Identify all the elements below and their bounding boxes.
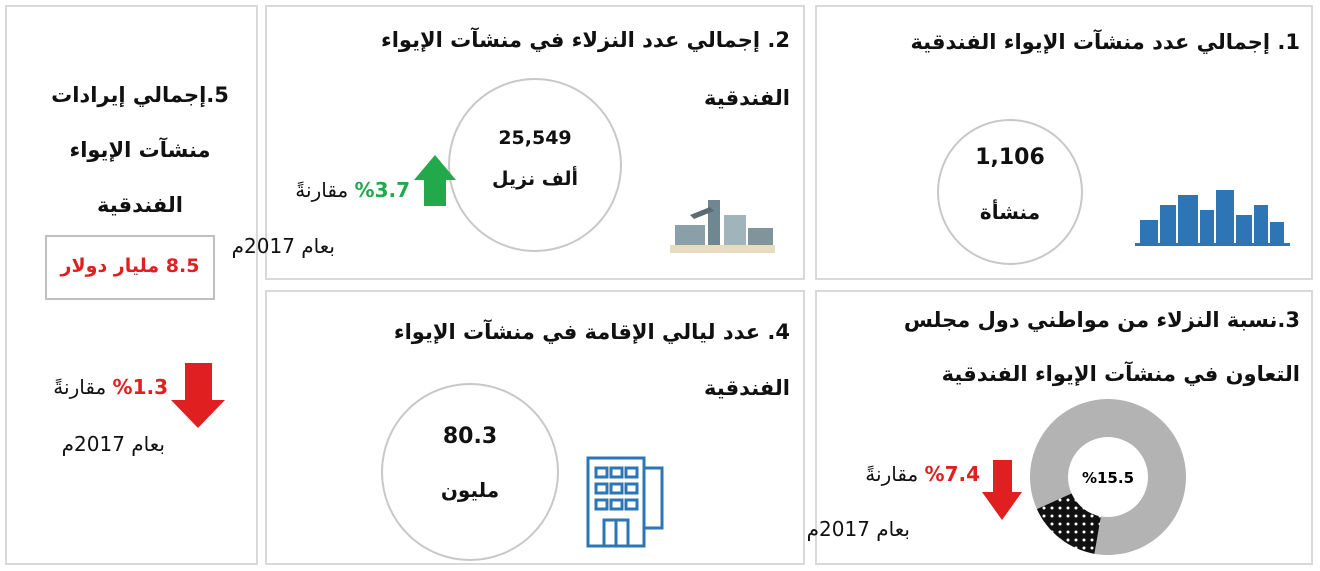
panel-title: التعاون في منشآت الإيواء الفندقية	[942, 362, 1300, 386]
change: %1.3	[113, 375, 168, 399]
value: 25,549	[498, 127, 571, 149]
page: {"panel1": {"title": "1. إجمالي عدد منشآ…	[0, 0, 1320, 571]
year: بعام 2017م	[232, 234, 335, 258]
year: بعام 2017م	[62, 432, 165, 456]
panel-title: 2. إجمالي عدد النزلاء في منشآت الإيواء	[381, 28, 790, 52]
body: %15.5 1. إجمالي عدد منشآت الإيواء الفندق…	[0, 0, 1320, 571]
comparison-line: %3.7 مقارنةً	[295, 178, 410, 202]
comparison: مقارنةً	[53, 375, 106, 399]
comparison-line: %7.4 مقارنةً	[865, 462, 980, 486]
panel-title: 4. عدد ليالي الإقامة في منشآت الإيواء	[394, 320, 790, 344]
panel-title: منشآت الإيواء	[69, 138, 210, 162]
change: %3.7	[355, 178, 410, 202]
panel-title: 1. إجمالي عدد منشآت الإيواء الفندقية	[910, 30, 1300, 54]
value: 1,106	[975, 145, 1045, 170]
unit: منشأة	[980, 200, 1040, 224]
value: 80.3	[443, 424, 497, 449]
panel-title: الفندقية	[704, 86, 790, 110]
year: بعام 2017م	[807, 517, 910, 541]
revenue: 8.5 مليار دولار	[61, 255, 200, 277]
change: %7.4	[925, 462, 980, 486]
panel-title: 5.إجمالي إيرادات	[51, 83, 229, 107]
unit: مليون	[441, 478, 499, 502]
comparison: مقارنةً	[865, 462, 918, 486]
comparison: مقارنةً	[295, 178, 348, 202]
unit: ألف نزيل	[492, 168, 578, 190]
comparison-line: %1.3 مقارنةً	[53, 375, 168, 399]
panel-title: الفندقية	[704, 376, 790, 400]
panel-title: الفندقية	[97, 193, 183, 217]
panel-title: 3.نسبة النزلاء من مواطني دول مجلس	[904, 308, 1300, 332]
